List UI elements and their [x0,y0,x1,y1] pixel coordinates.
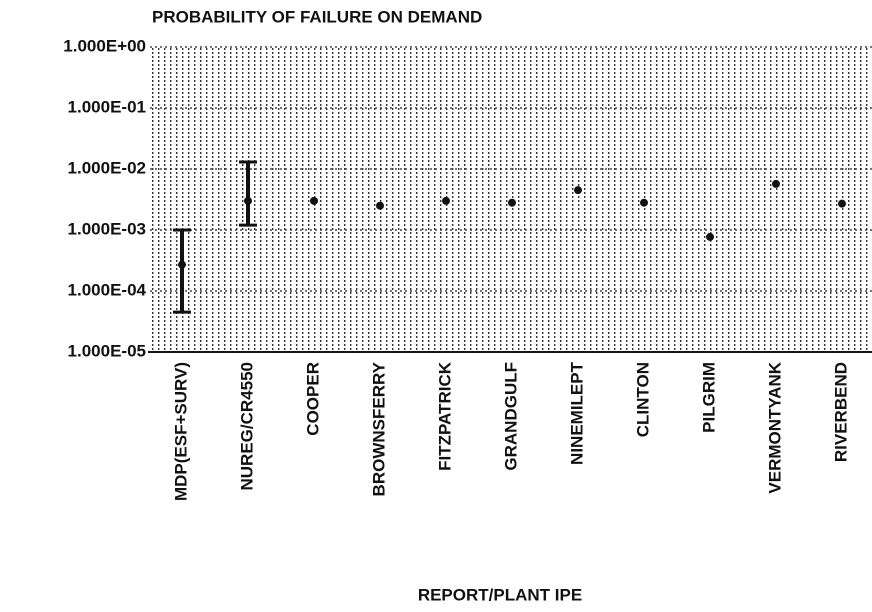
point [442,196,450,205]
point [508,198,516,207]
x-tick-label: MDP(ESF+SURV) [171,362,190,501]
point [772,179,780,188]
chart-title: PROBABILITY OF FAILURE ON DEMAND [152,7,482,26]
y-tick-label: 1.000E-01 [68,97,146,116]
y-tick-label: 1.000E-02 [68,158,146,177]
point [376,201,384,210]
point [244,196,252,205]
y-tick-label: 1.000E-04 [68,280,147,299]
x-tick-label: NINEMILEPT [567,361,586,465]
x-tick-label: RIVERBEND [831,362,850,462]
point [310,196,318,205]
y-tick-label: 1.000E+00 [63,36,146,55]
point [838,199,846,208]
y-tick-label: 1.000E-03 [68,219,146,238]
x-tick-label: GRANDGULF [501,362,520,471]
point [574,186,582,195]
x-axis-label: REPORT/PLANT IPE [418,585,582,604]
x-tick-label: COOPER [303,362,322,436]
point [706,232,714,241]
y-tick-label: 1.000E-05 [68,341,146,360]
x-tick-label: NUREG/CR4550 [237,362,256,491]
x-tick-label: FITZPATRICK [435,361,454,471]
point [640,198,648,207]
x-tick-label: CLINTON [633,362,652,437]
x-tick-label: PILGRIM [699,362,718,433]
x-tick-label: VERMONTYANK [765,361,784,493]
point [178,260,186,269]
x-tick-label: BROWNSFERRY [369,361,388,496]
